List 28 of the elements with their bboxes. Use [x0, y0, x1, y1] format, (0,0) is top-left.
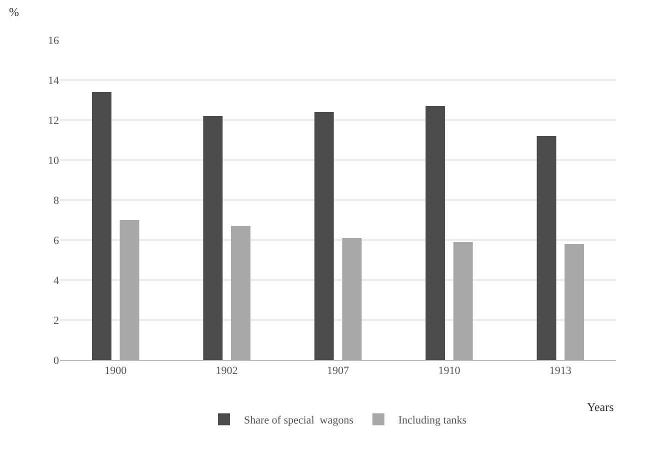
- bar: [426, 106, 446, 360]
- x-tick-label: 1910: [438, 365, 461, 378]
- y-tick-label: 4: [54, 274, 60, 287]
- bar: [564, 244, 584, 360]
- bar: [203, 116, 223, 360]
- y-tick-label: 12: [48, 114, 59, 127]
- legend-label: Including tanks: [398, 414, 466, 427]
- x-tick-label: 1907: [327, 365, 350, 378]
- y-tick-label: 10: [48, 154, 60, 167]
- bar: [314, 112, 334, 360]
- x-tick-label: 1913: [549, 365, 572, 378]
- y-tick-label: 2: [54, 314, 59, 327]
- x-tick-label: 1902: [216, 365, 238, 378]
- y-tick-label: 6: [54, 234, 60, 247]
- x-axis-title: Years: [587, 400, 614, 414]
- legend-label: Share of special wagons: [244, 414, 354, 427]
- x-tick-label: 1900: [104, 365, 128, 378]
- y-axis-title: %: [9, 5, 19, 19]
- bar: [120, 220, 140, 360]
- bar: [342, 238, 362, 360]
- bar: [230, 226, 250, 360]
- y-tick-label: 0: [54, 354, 60, 367]
- bar: [536, 136, 556, 360]
- y-tick-label: 16: [48, 34, 60, 47]
- bar: [453, 242, 473, 360]
- y-tick-label: 14: [48, 74, 60, 87]
- bar: [92, 92, 112, 360]
- y-tick-label: 8: [54, 194, 60, 207]
